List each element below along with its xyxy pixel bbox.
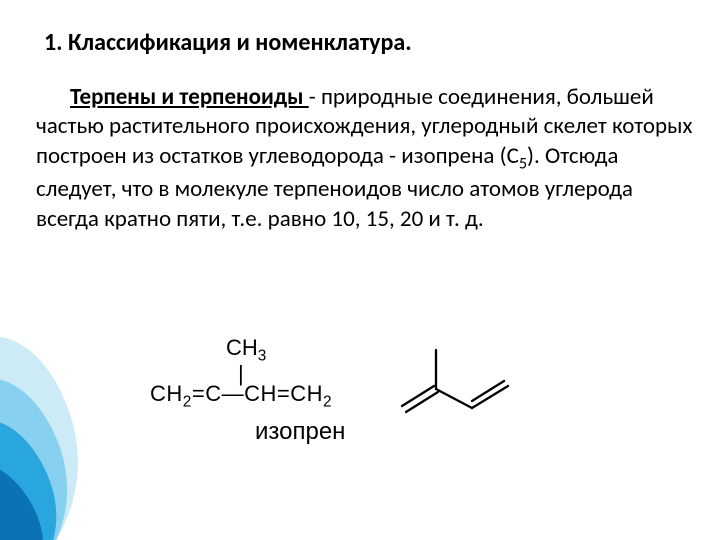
term-terpenes: Терпены и терпеноиды (70, 83, 309, 111)
structural-formula: CH3 | CH2=C—CH=CH2 (150, 336, 332, 411)
slide: 1. Классификация и номенклатура. Терпены… (0, 0, 720, 540)
frag-dash: — (222, 381, 245, 406)
frag-ch: CH (244, 381, 277, 406)
frag-ch2-d: CH (290, 381, 323, 406)
section-heading: 1. Классификация и номенклатура. (36, 28, 700, 57)
skeletal-formula (392, 342, 522, 420)
frag-eq2: = (277, 381, 290, 406)
frag-eq1: = (192, 381, 205, 406)
frag-ch2-d-sub: 2 (323, 394, 332, 411)
ch3-sub: 3 (258, 347, 267, 364)
content-area: 1. Классификация и номенклатура. Терпены… (36, 28, 700, 234)
formula-block: CH3 | CH2=C—CH=CH2 (150, 336, 522, 420)
frag-ch2-a: CH (150, 381, 183, 406)
body-subscript: 5 (519, 154, 527, 173)
ch3-text: CH (226, 335, 258, 360)
frag-c: C (205, 381, 221, 406)
frag-ch2-a-sub: 2 (183, 394, 192, 411)
bond-pipe: | (150, 365, 332, 383)
formula-caption: изопрен (255, 418, 345, 446)
body-paragraph: Терпены и терпеноиды - природные соедине… (36, 83, 700, 234)
